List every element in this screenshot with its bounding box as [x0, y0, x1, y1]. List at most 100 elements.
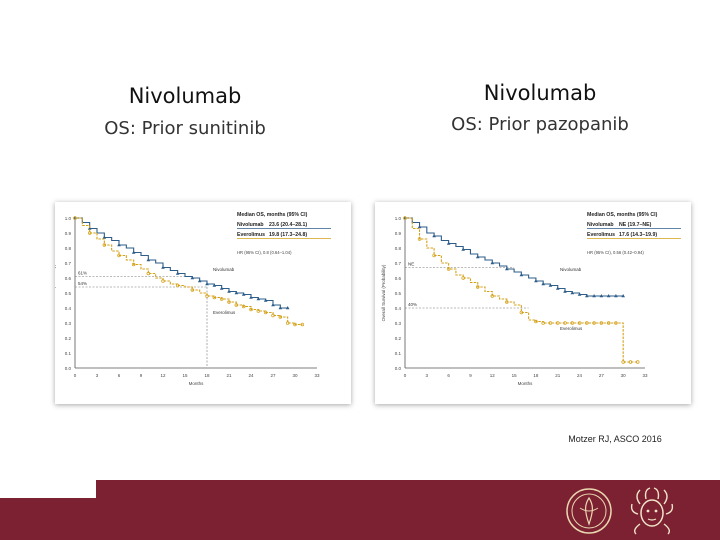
legend-value: 19.8 (17.3–24.8): [269, 232, 307, 238]
everolimus-marker: [256, 309, 261, 313]
nivolumab-marker: [263, 298, 268, 302]
everolimus-marker: [87, 231, 92, 235]
series-line-everolimus: [405, 217, 638, 363]
series-line-everolimus: [75, 217, 303, 326]
nivolumab-marker: [271, 303, 275, 307]
nivolumab-marker: [249, 295, 253, 299]
reference-label: 40%: [408, 302, 417, 307]
x-tick-label: 6: [118, 373, 121, 378]
right-km-chart: 0.0 0.1 0.2 0.3 0.4 0.5 0.6 0.7 0.8 0.9 1.0 0 3 6 9 12 1…: [381, 209, 685, 386]
y-tick-label: 0.2: [65, 336, 72, 341]
nivolumab-marker: [234, 291, 239, 295]
everolimus-marker: [548, 321, 553, 325]
legend-name: Nivolumab: [587, 222, 614, 228]
legend-box: [585, 209, 685, 239]
curve-label-nivolumab: Nivolumab: [560, 267, 582, 272]
curve-label-nivolumab: Nivolumab: [213, 267, 235, 272]
legend-box: [235, 209, 335, 239]
everolimus-marker: [577, 321, 582, 325]
y-tick-label: 0.7: [395, 261, 402, 266]
everolimus-marker: [592, 321, 596, 325]
nivolumab-marker: [197, 279, 202, 283]
everolimus-marker: [505, 300, 509, 304]
nivolumab-marker: [212, 283, 217, 287]
legend-value: 17.6 (14.3–19.9): [619, 232, 657, 238]
x-tick-label: 24: [577, 373, 583, 378]
nivolumab-marker: [621, 294, 625, 298]
x-tick-label: 21: [226, 373, 232, 378]
nivolumab-marker: [519, 273, 524, 277]
y-tick-label: 0.0: [395, 366, 402, 371]
x-tick-label: 15: [512, 373, 518, 378]
everolimus-marker: [606, 321, 611, 325]
everolimus-marker: [293, 322, 297, 327]
y-tick-label: 1.0: [65, 216, 72, 221]
y-tick-label: 0.6: [65, 276, 72, 281]
hazard-ratio-text: HR (95% CI), 0.8 (0.64–1.04): [237, 250, 292, 255]
x-tick-label: 6: [447, 373, 450, 378]
x-tick-label: 18: [533, 373, 539, 378]
nivolumab-marker: [241, 292, 246, 296]
nivolumab-marker: [490, 261, 495, 265]
nivolumab-marker: [585, 294, 589, 298]
nivolumab-marker: [256, 297, 261, 301]
left-km-chart: 0.0 0.1 0.2 0.3 0.4 0.5 0.6 0.7 0.8 0.9 1.0 0 3 6 9 12 1…: [55, 209, 335, 386]
x-tick-label: 27: [270, 373, 276, 378]
x-tick-label: 12: [490, 373, 496, 378]
everolimus-marker: [212, 295, 217, 300]
everolimus-marker: [461, 276, 465, 280]
university-seal-icon: [566, 488, 612, 534]
reference-label: 54%: [78, 281, 87, 286]
y-tick-label: 1.0: [395, 216, 402, 221]
nivolumab-marker: [278, 306, 283, 310]
legend-value: 23.6 (20.4–28.1): [269, 222, 307, 228]
citation: Motzer RJ, ASCO 2016: [568, 434, 662, 444]
nivolumab-marker: [219, 286, 224, 290]
everolimus-marker: [432, 253, 436, 258]
legend-name: Everolimus: [237, 232, 265, 238]
nivolumab-marker: [175, 271, 180, 275]
everolimus-marker: [614, 321, 618, 325]
everolimus-marker: [490, 294, 495, 298]
x-tick-label: 15: [182, 373, 188, 378]
everolimus-marker: [234, 303, 239, 307]
x-tick-label: 30: [621, 373, 627, 378]
y-tick-label: 0.6: [395, 276, 402, 281]
right-chart-panel: 0.0 0.1 0.2 0.3 0.4 0.5 0.6 0.7 0.8 0.9 1.0 0 3 6 9 12 1…: [375, 202, 691, 404]
nivolumab-marker: [570, 291, 575, 295]
everolimus-marker: [271, 313, 275, 318]
everolimus-marker: [599, 321, 604, 325]
nivolumab-marker: [555, 286, 560, 290]
nivolumab-marker: [432, 234, 436, 238]
nivolumab-marker: [606, 294, 611, 298]
everolimus-marker: [403, 216, 407, 220]
x-tick-label: 27: [599, 373, 605, 378]
x-tick-label: 30: [292, 373, 298, 378]
everolimus-marker: [300, 322, 305, 327]
everolimus-marker: [219, 297, 224, 301]
medusa-head-icon: [630, 487, 674, 535]
nivolumab-marker: [102, 235, 107, 239]
nivolumab-marker: [161, 265, 165, 269]
everolimus-marker: [555, 321, 560, 325]
everolimus-marker: [102, 243, 107, 247]
y-tick-label: 0.5: [395, 291, 402, 296]
x-tick-label: 33: [314, 373, 320, 378]
curve-label-everolimus: Everolimus: [560, 326, 583, 331]
everolimus-marker: [263, 310, 268, 315]
legend-name: Everolimus: [587, 232, 615, 238]
x-axis-label: Months: [518, 381, 534, 386]
everolimus-marker: [190, 288, 195, 292]
nivolumab-marker: [285, 306, 290, 310]
everolimus-marker: [570, 321, 575, 325]
right-subtitle: OS: Prior pazopanib: [451, 114, 629, 135]
x-tick-label: 21: [555, 373, 561, 378]
everolimus-marker: [285, 321, 290, 325]
x-tick-label: 9: [140, 373, 143, 378]
nivolumab-marker: [87, 226, 92, 230]
left-chart-panel: 0.0 0.1 0.2 0.3 0.4 0.5 0.6 0.7 0.8 0.9 1.0 0 3 6 9 12 1…: [55, 202, 351, 404]
everolimus-marker: [635, 360, 640, 364]
y-tick-label: 0.9: [395, 231, 402, 236]
nivolumab-marker: [446, 241, 451, 245]
y-tick-label: 0.1: [65, 351, 72, 356]
